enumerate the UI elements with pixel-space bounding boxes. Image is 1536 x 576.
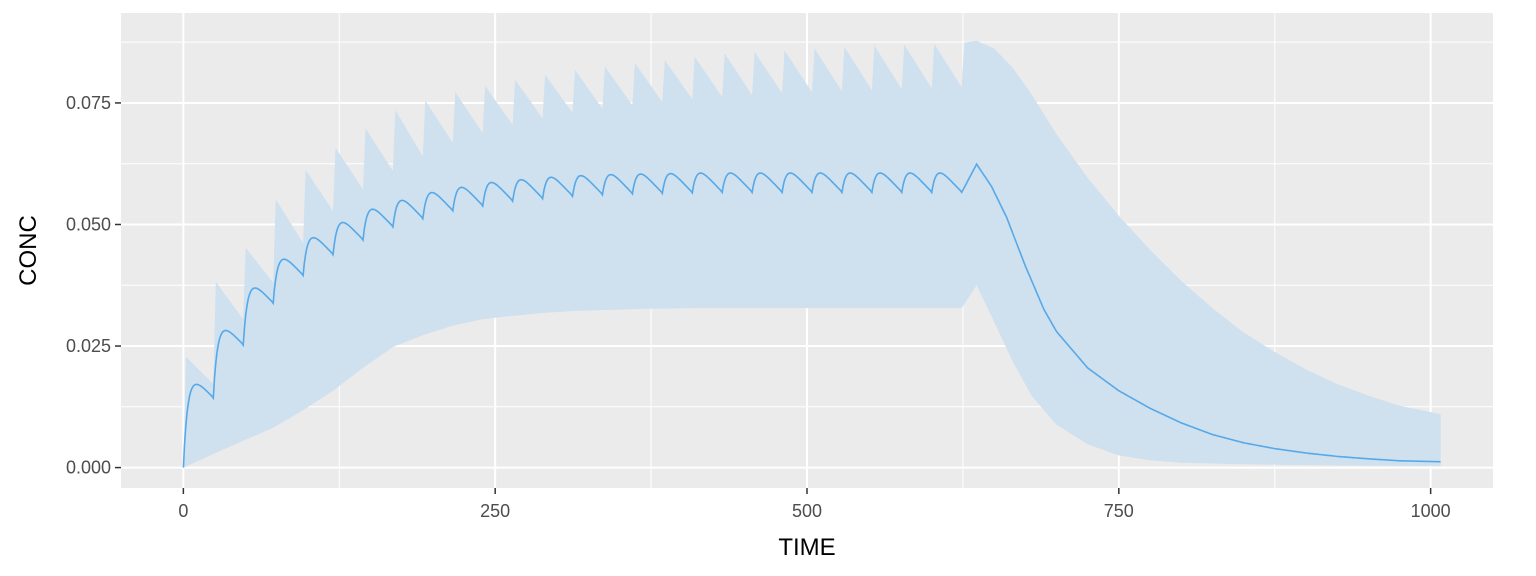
x-tick-label: 500 <box>792 501 822 521</box>
prediction-interval-band <box>183 40 1441 468</box>
y-tick-label: 0.025 <box>66 336 111 356</box>
median-line <box>182 162 1441 468</box>
band-layer <box>183 40 1441 468</box>
x-tick-label: 750 <box>1104 501 1134 521</box>
y-axis-title: CONC <box>15 215 42 286</box>
y-tick-label: 0.050 <box>66 214 111 234</box>
y-tick-label: 0.000 <box>66 458 111 478</box>
x-tick-label: 1000 <box>1411 501 1451 521</box>
median-layer <box>182 162 1441 468</box>
y-tick-label: 0.075 <box>66 93 111 113</box>
x-tick-label: 250 <box>480 501 510 521</box>
x-axis-title: TIME <box>778 534 835 561</box>
x-tick-label: 0 <box>178 501 188 521</box>
axis-ticks: 0 250 500 750 1000 0.000 0.025 0.050 0.075 <box>66 93 1451 521</box>
